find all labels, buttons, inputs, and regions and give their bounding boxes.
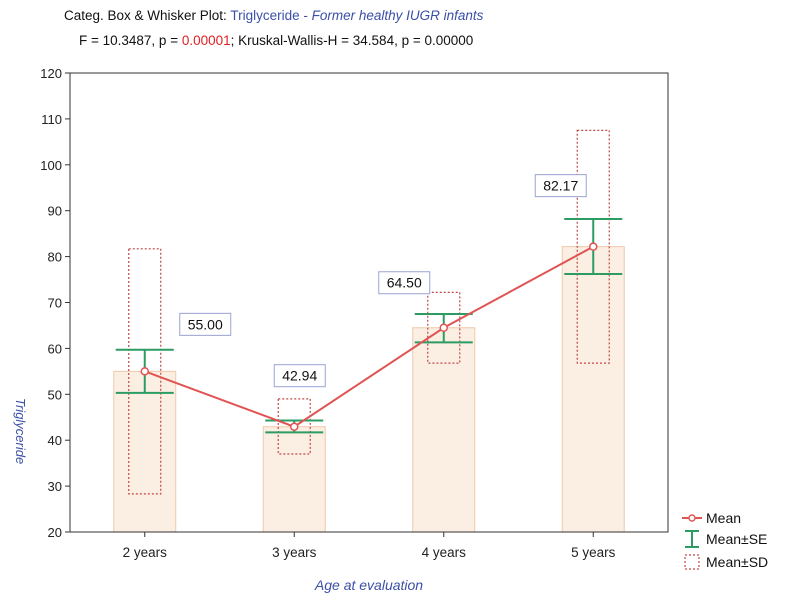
mean-point	[439, 323, 448, 332]
y-axis-title: Triglyceride	[13, 398, 28, 464]
mean-point	[140, 367, 149, 376]
x-tick-label: 4 years	[422, 545, 467, 560]
mean-point	[589, 242, 598, 251]
data-label-box	[378, 271, 431, 295]
y-tick-label: 30	[48, 479, 62, 494]
data-labels-layer: 55.00 42.94 64.50 82.17	[179, 174, 587, 388]
y-tick-label: 60	[48, 341, 62, 356]
data-label-box	[534, 174, 587, 198]
y-tick-label: 40	[48, 433, 62, 448]
sd-box	[277, 398, 311, 455]
legend-sd-swatch	[684, 554, 700, 570]
y-tick-label: 70	[48, 296, 62, 311]
sd-box	[427, 291, 461, 364]
y-tick-label: 50	[48, 387, 62, 402]
y-tick-label: 90	[48, 204, 62, 219]
x-axis-title: Age at evaluation	[314, 577, 423, 593]
x-tick-label: 5 years	[571, 545, 616, 560]
mean-bar	[262, 426, 326, 533]
legend-se-label: Mean±SE	[706, 531, 767, 547]
mean-bar	[561, 246, 625, 533]
chart-subtitle-stats: F = 10.3487, p = 0.00001; Kruskal-Wallis…	[79, 33, 474, 48]
legend-sd-label: Mean±SD	[706, 554, 768, 570]
chart-title: Categ. Box & Whisker Plot: Triglyceride …	[64, 8, 484, 23]
data-label: 42.94	[282, 368, 317, 384]
x-axis: 2 years 3 years 4 years 5 years	[123, 532, 616, 560]
x-tick-label: 3 years	[272, 545, 317, 560]
data-label: 82.17	[543, 178, 578, 194]
y-tick-label: 110	[41, 112, 62, 127]
y-tick-label: 120	[40, 66, 62, 81]
legend-mean-label: Mean	[706, 510, 741, 526]
sd-box	[576, 129, 610, 364]
y-axis: 20 30 40 50 60 70 80 90 100 110 120	[40, 66, 70, 540]
x-tick-label: 2 years	[123, 545, 168, 560]
data-label-box	[179, 312, 232, 336]
mean-bar	[113, 370, 177, 533]
mean-point	[290, 422, 299, 431]
mean-line-layer	[140, 242, 598, 431]
y-tick-label: 100	[40, 158, 62, 173]
sd-box	[128, 248, 162, 495]
legend-mean-marker	[688, 514, 696, 522]
legend: Mean Mean±SE Mean±SD	[682, 510, 768, 570]
data-label: 55.00	[188, 316, 223, 332]
y-tick-label: 80	[48, 250, 62, 265]
mean-line	[144, 245, 594, 428]
data-label-box	[273, 364, 326, 388]
y-tick-label: 20	[48, 525, 62, 540]
mean-bar	[412, 327, 476, 533]
data-label: 64.50	[387, 275, 422, 291]
sd-boxes-layer	[128, 129, 610, 495]
bars-layer	[113, 246, 625, 533]
